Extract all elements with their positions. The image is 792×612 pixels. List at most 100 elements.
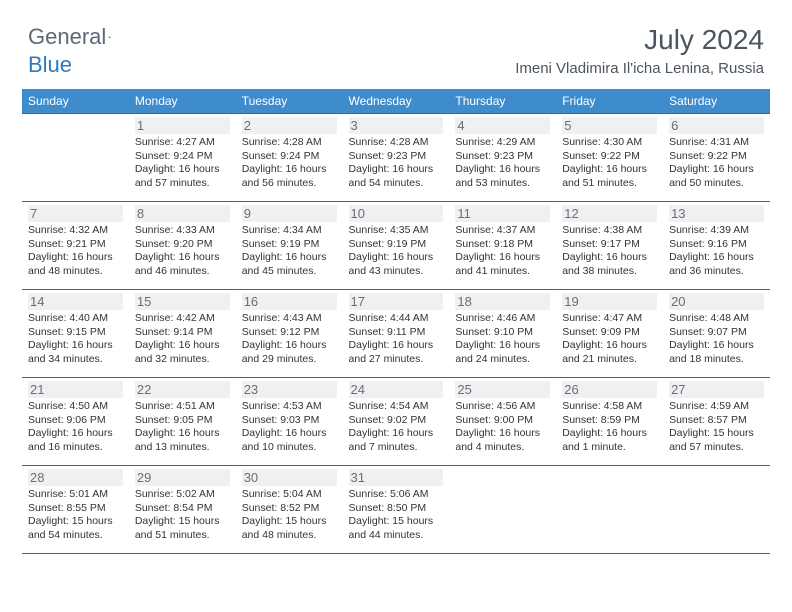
calendar-cell: 14Sunrise: 4:40 AMSunset: 9:15 PMDayligh… <box>22 290 129 378</box>
day-number: 31 <box>349 469 444 486</box>
day-number: 25 <box>455 381 550 398</box>
day-number: 6 <box>669 117 764 134</box>
day-info-line: Sunrise: 4:28 AM <box>242 136 337 150</box>
calendar-cell: 11 Sunrise: 4:37 AMSunset: 9:18 PMDayligh… <box>449 202 556 290</box>
day-info: Sunrise: 4:51 AMSunset: 9:05 PMDaylight:… <box>135 400 230 455</box>
day-info-line: Sunrise: 4:44 AM <box>349 312 444 326</box>
day-info-line: Sunrise: 4:27 AM <box>135 136 230 150</box>
calendar-cell: 22 Sunrise: 4:51 AMSunset: 9:05 PMDayligh… <box>129 378 236 466</box>
day-info-line: and 48 minutes. <box>242 529 337 543</box>
day-info-line: and 10 minutes. <box>242 441 337 455</box>
day-info: Sunrise: 4:40 AMSunset: 9:15 PMDaylight:… <box>28 312 123 367</box>
calendar-cell: 28 Sunrise: 5:01 AMSunset: 8:55 PMDayligh… <box>22 466 129 554</box>
day-info-line: Sunrise: 4:28 AM <box>349 136 444 150</box>
day-info-line: Daylight: 16 hours <box>135 251 230 265</box>
day-info-line: Sunset: 9:11 PM <box>349 326 444 340</box>
day-info: Sunrise: 4:28 AMSunset: 9:24 PMDaylight:… <box>242 136 337 191</box>
day-number: 19 <box>562 293 657 310</box>
day-info-line: Sunset: 9:18 PM <box>455 238 550 252</box>
day-info: Sunrise: 5:01 AMSunset: 8:55 PMDaylight:… <box>28 488 123 543</box>
day-info: Sunrise: 4:30 AMSunset: 9:22 PMDaylight:… <box>562 136 657 191</box>
calendar-cell: 17Sunrise: 4:44 AMSunset: 9:11 PMDayligh… <box>343 290 450 378</box>
weekday-header: Wednesday <box>343 89 450 114</box>
day-info: Sunrise: 4:28 AMSunset: 9:23 PMDaylight:… <box>349 136 444 191</box>
calendar-cell: 18Sunrise: 4:46 AMSunset: 9:10 PMDayligh… <box>449 290 556 378</box>
day-info-line: Sunset: 9:19 PM <box>349 238 444 252</box>
calendar-cell: 16Sunrise: 4:43 AMSunset: 9:12 PMDayligh… <box>236 290 343 378</box>
day-number: 9 <box>242 205 337 222</box>
day-number: 20 <box>669 293 764 310</box>
day-number: 24 <box>349 381 444 398</box>
day-info-line: Sunset: 9:24 PM <box>242 150 337 164</box>
day-info-line: Sunrise: 4:48 AM <box>669 312 764 326</box>
day-info: Sunrise: 4:42 AMSunset: 9:14 PMDaylight:… <box>135 312 230 367</box>
calendar-row: 1Sunrise: 4:27 AMSunset: 9:24 PMDaylight… <box>22 114 770 202</box>
day-info: Sunrise: 4:27 AMSunset: 9:24 PMDaylight:… <box>135 136 230 191</box>
calendar-cell: 23Sunrise: 4:53 AMSunset: 9:03 PMDayligh… <box>236 378 343 466</box>
day-number: 22 <box>135 381 230 398</box>
day-info-line: Daylight: 16 hours <box>562 163 657 177</box>
day-info-line: Sunrise: 4:30 AM <box>562 136 657 150</box>
day-info-line: Daylight: 16 hours <box>455 339 550 353</box>
day-info-line: Sunrise: 4:42 AM <box>135 312 230 326</box>
day-info-line: Daylight: 16 hours <box>28 427 123 441</box>
day-info-line: Daylight: 16 hours <box>669 339 764 353</box>
calendar-cell: 24Sunrise: 4:54 AMSunset: 9:02 PMDayligh… <box>343 378 450 466</box>
day-info-line: Sunrise: 4:47 AM <box>562 312 657 326</box>
day-info-line: Daylight: 16 hours <box>349 339 444 353</box>
day-info-line: Sunrise: 4:46 AM <box>455 312 550 326</box>
day-number: 11 <box>455 205 550 222</box>
day-number: 30 <box>242 469 337 486</box>
logo-sub: Blue <box>28 52 72 78</box>
day-info-line: and 38 minutes. <box>562 265 657 279</box>
day-info: Sunrise: 5:04 AMSunset: 8:52 PMDaylight:… <box>242 488 337 543</box>
day-info-line: Sunset: 9:06 PM <box>28 414 123 428</box>
day-number: 27 <box>669 381 764 398</box>
day-info-line: Sunset: 8:57 PM <box>669 414 764 428</box>
title-block: July 2024 Imeni Vladimira Il'icha Lenina… <box>515 24 764 77</box>
day-info: Sunrise: 4:31 AMSunset: 9:22 PMDaylight:… <box>669 136 764 191</box>
day-number: 10 <box>349 205 444 222</box>
day-info-line: Sunset: 9:23 PM <box>349 150 444 164</box>
day-info-line: Daylight: 16 hours <box>455 427 550 441</box>
day-info-line: and 45 minutes. <box>242 265 337 279</box>
day-info-line: Sunrise: 4:43 AM <box>242 312 337 326</box>
header: General July 2024 Imeni Vladimira Il'ich… <box>0 0 792 83</box>
day-info-line: Daylight: 16 hours <box>135 427 230 441</box>
weekday-header: Sunday <box>22 89 129 114</box>
day-info-line: and 7 minutes. <box>349 441 444 455</box>
day-info: Sunrise: 4:34 AMSunset: 9:19 PMDaylight:… <box>242 224 337 279</box>
day-info-line: Sunset: 9:00 PM <box>455 414 550 428</box>
day-info-line: Sunset: 9:05 PM <box>135 414 230 428</box>
day-info-line: and 27 minutes. <box>349 353 444 367</box>
day-info-line: and 51 minutes. <box>562 177 657 191</box>
day-info-line: Sunrise: 5:04 AM <box>242 488 337 502</box>
weekday-header: Monday <box>129 89 236 114</box>
calendar-cell: 4 Sunrise: 4:29 AMSunset: 9:23 PMDaylight… <box>449 114 556 202</box>
day-info-line: and 43 minutes. <box>349 265 444 279</box>
calendar-cell: 5Sunrise: 4:30 AMSunset: 9:22 PMDaylight… <box>556 114 663 202</box>
day-info-line: Sunset: 9:12 PM <box>242 326 337 340</box>
day-number: 29 <box>135 469 230 486</box>
day-number: 4 <box>455 117 550 134</box>
day-info-line: Daylight: 15 hours <box>669 427 764 441</box>
day-info-line: and 34 minutes. <box>28 353 123 367</box>
calendar-row: 14Sunrise: 4:40 AMSunset: 9:15 PMDayligh… <box>22 290 770 378</box>
day-info-line: Daylight: 16 hours <box>242 339 337 353</box>
day-info-line: and 48 minutes. <box>28 265 123 279</box>
day-info-line: and 16 minutes. <box>28 441 123 455</box>
day-info-line: Daylight: 16 hours <box>562 251 657 265</box>
day-number: 2 <box>242 117 337 134</box>
day-info: Sunrise: 4:38 AMSunset: 9:17 PMDaylight:… <box>562 224 657 279</box>
day-info: Sunrise: 4:37 AMSunset: 9:18 PMDaylight:… <box>455 224 550 279</box>
day-info-line: Sunset: 9:23 PM <box>455 150 550 164</box>
day-info-line: and 54 minutes. <box>349 177 444 191</box>
day-info-line: Sunset: 9:19 PM <box>242 238 337 252</box>
day-info-line: Daylight: 16 hours <box>349 163 444 177</box>
day-number: 28 <box>28 469 123 486</box>
calendar-cell: 9 Sunrise: 4:34 AMSunset: 9:19 PMDaylight… <box>236 202 343 290</box>
day-info-line: Daylight: 15 hours <box>28 515 123 529</box>
day-info-line: and 57 minutes. <box>135 177 230 191</box>
day-info-line: Sunrise: 4:35 AM <box>349 224 444 238</box>
day-info: Sunrise: 4:29 AMSunset: 9:23 PMDaylight:… <box>455 136 550 191</box>
